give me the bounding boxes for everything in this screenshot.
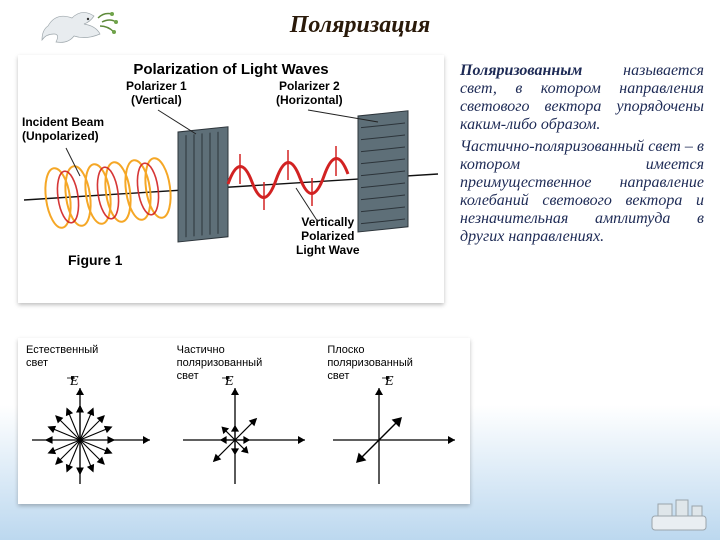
desc-lead: Поляризованным xyxy=(460,62,582,79)
figure-polarization: Polarization of Light Waves Polarizer 1(… xyxy=(18,55,444,303)
subfig-partial: Частичнополяризованныйсвет E xyxy=(169,338,320,504)
figure-polarization-types: Естественныйсвет E xyxy=(18,338,470,504)
description-text: Поляризованным называется свет, в которо… xyxy=(460,62,704,250)
page-title: Поляризация xyxy=(0,12,720,39)
svg-text:E: E xyxy=(224,374,234,389)
subfig-plane: Плоскополяризованныйсвет E xyxy=(319,338,470,504)
desc-p2: Частично-поляризованный свет – в котором… xyxy=(460,138,704,246)
figure-title: Polarization of Light Waves xyxy=(18,61,444,78)
corner-logo-icon xyxy=(650,494,710,534)
svg-text:E: E xyxy=(384,374,394,389)
subfig-natural: Естественныйсвет E xyxy=(18,338,169,504)
svg-text:E: E xyxy=(69,374,79,389)
